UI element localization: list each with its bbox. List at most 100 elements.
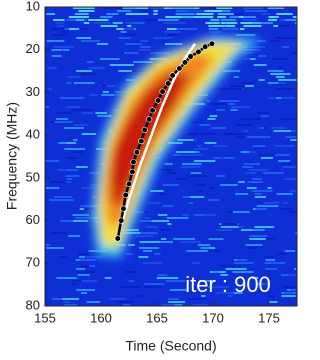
noise-streak [135,235,154,237]
noise-streak [221,19,237,21]
noise-streak [148,202,161,204]
noise-streak [244,10,267,12]
noise-streak [79,73,96,75]
noise-streak [164,31,180,33]
noise-streak [79,256,85,258]
noise-streak [112,22,123,24]
noise-streak [248,22,261,24]
noise-streak [68,28,76,30]
noise-streak [188,133,198,135]
noise-streak [288,211,297,213]
noise-streak [167,223,172,225]
noise-streak [292,25,297,27]
noise-streak [214,25,221,27]
noise-streak [118,37,132,39]
noise-streak [72,151,84,153]
series-marker [187,53,194,60]
noise-streak [57,298,80,300]
series-marker [122,191,129,199]
noise-streak [115,7,127,9]
noise-streak [140,40,149,42]
noise-streak [249,238,266,240]
noise-streak [217,25,232,27]
noise-streak [139,211,149,213]
noise-streak [57,169,73,171]
noise-streak [157,274,168,276]
noise-streak [197,244,211,246]
noise-streak [77,253,89,255]
noise-streak [196,184,206,186]
x-tick-label: 165 [146,310,168,325]
noise-streak [198,280,216,282]
noise-streak [127,22,143,24]
noise-streak [213,271,220,273]
noise-streak [129,280,134,282]
noise-streak [150,7,163,9]
noise-streak [232,211,250,213]
series-marker [176,65,183,72]
axes: 155 160 165 170 175 10 20 30 40 50 60 70 80 [26,0,280,325]
noise-streak [71,283,76,285]
series-marker [130,158,137,166]
noise-streak [240,151,250,153]
noise-streak [278,208,293,210]
noise-streak [96,115,112,117]
burst-mid [98,42,245,248]
noise-streak [254,226,275,228]
noise-streak [100,58,120,60]
noise-streak [215,292,234,294]
noise-streak [142,262,163,264]
noise-streak [187,298,208,300]
noise-streak [249,58,256,60]
noise-streak [223,70,241,72]
noise-streak [240,28,245,30]
noise-streak [225,25,236,27]
noise-streak [50,232,67,234]
noise-streak [264,256,275,258]
noise-streak [46,13,56,15]
noise-streak [238,181,245,183]
noise-streak [75,166,88,168]
noise-streak [276,13,293,15]
x-tick-label: 170 [202,310,224,325]
noise-streak [273,130,291,132]
noise-streak [47,67,57,69]
noise-streak [60,220,80,222]
plot-frame [44,6,298,307]
noise-streak [51,298,63,300]
noise-streak [153,13,158,15]
noise-streak [90,184,100,186]
noise-streak [146,19,158,21]
noise-streak [256,205,279,207]
noise-streak [50,181,66,183]
noise-streak [292,16,297,18]
noise-streak [96,43,109,45]
noise-streak [80,205,100,207]
noise-streak [260,115,269,117]
noise-streak [188,10,205,12]
noise-streak [171,289,189,291]
noise-streak [219,265,236,267]
noise-streak [258,154,274,156]
noise-streak [222,28,239,30]
noise-streak [80,280,98,282]
noise-streak [194,214,206,216]
noise-streak [57,25,65,27]
noise-streak [56,112,73,114]
noise-streak [233,262,254,264]
noise-streak [216,109,226,111]
noise-streak [166,217,189,219]
noise-streak [220,274,228,276]
noise-streak [173,238,195,240]
noise-streak [160,229,171,231]
noise-streak [278,67,283,69]
noise-streak [149,220,170,222]
series-marker [202,43,209,50]
noise-streak [284,250,296,252]
noise-streak [210,7,220,9]
noise-streak [184,241,201,243]
noise-streak [59,256,67,258]
noise-streak [164,163,173,165]
noise-streak [153,37,173,39]
series-marker [159,88,166,95]
